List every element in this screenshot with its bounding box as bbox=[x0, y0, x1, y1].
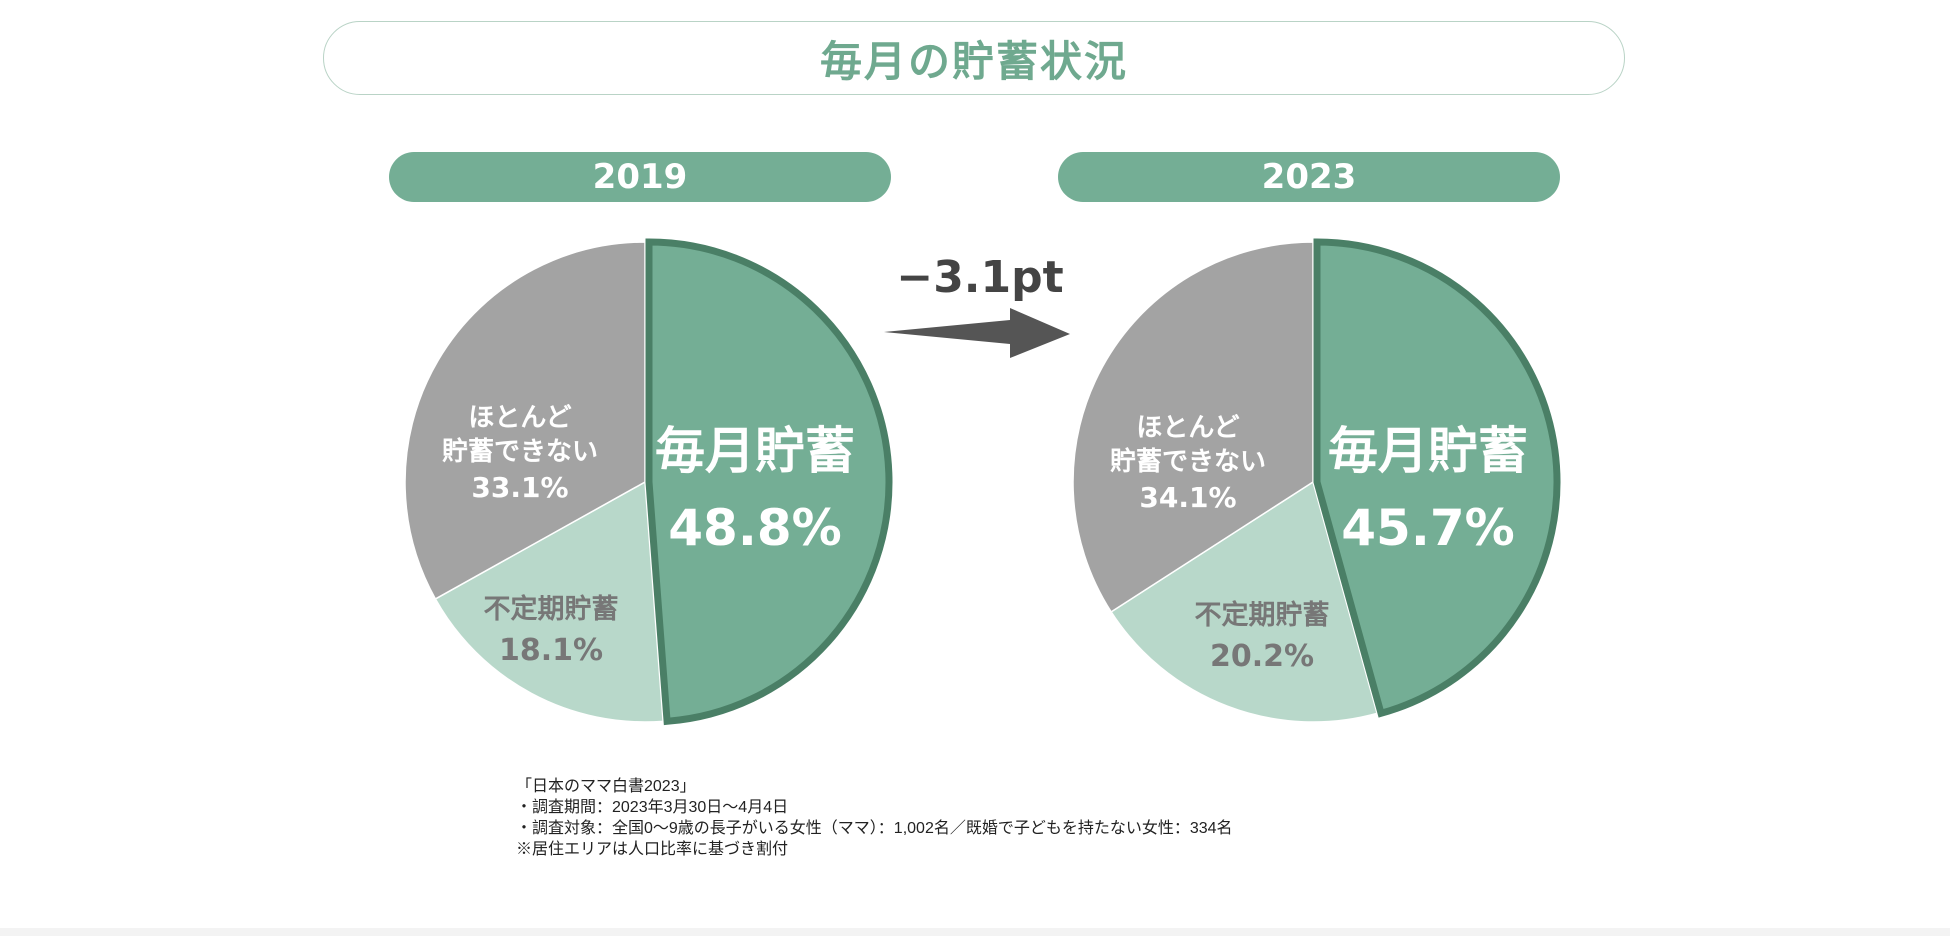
slice-label-rarely-line1: ほとんど bbox=[1136, 413, 1239, 443]
data-label-monthly: 48.8% bbox=[668, 499, 841, 557]
pie-slice-monthly-2019 bbox=[645, 238, 893, 726]
footnote-note: ※居住エリアは人口比率に基づき割付 bbox=[516, 841, 789, 858]
data-label-monthly: 45.7% bbox=[1341, 499, 1514, 557]
year-label-2019: 2019 bbox=[389, 152, 891, 202]
pie-slice-rarely-2019 bbox=[404, 241, 646, 600]
data-label-irregular: 20.2% bbox=[1210, 639, 1314, 674]
change-label: −3.1pt bbox=[896, 252, 1063, 303]
data-label-irregular: 18.1% bbox=[499, 633, 603, 668]
footnote-period: ・調査期間：2023年3月30日〜4月4日 bbox=[516, 799, 789, 816]
slice-label-irregular: 不定期貯蓄 bbox=[1195, 599, 1330, 631]
footnote-target: ・調査対象：全国0〜9歳の長子がいる女性（ママ）：1,002名／既婚で子どもを持… bbox=[516, 820, 1233, 837]
pie-slice-irregular-2023 bbox=[1110, 480, 1378, 723]
slice-label-irregular: 不定期貯蓄 bbox=[484, 593, 619, 625]
pie-slice-rarely-2023 bbox=[1072, 241, 1314, 613]
footnote-source: 「日本のママ白書2023」 bbox=[516, 778, 696, 795]
pie-slice-monthly-2023 bbox=[1313, 238, 1561, 718]
data-label-rarely: 34.1% bbox=[1139, 481, 1236, 514]
year-label-2023: 2023 bbox=[1058, 152, 1560, 202]
footnote: 「日本のママ白書2023」 ・調査期間：2023年3月30日〜4月4日 ・調査対… bbox=[516, 776, 1233, 860]
page-title: 毎月の貯蓄状況 bbox=[323, 21, 1625, 95]
data-label-rarely: 33.1% bbox=[471, 471, 568, 504]
slice-label-monthly: 毎月貯蓄 bbox=[1328, 422, 1528, 480]
slice-label-rarely-line2: 貯蓄できない bbox=[442, 436, 598, 467]
arrow-icon bbox=[884, 308, 1070, 358]
bottom-bar bbox=[0, 928, 1950, 936]
pie-slice-irregular-2019 bbox=[434, 480, 664, 723]
slice-label-rarely-line1: ほとんど bbox=[468, 403, 571, 433]
slice-label-rarely-line2: 貯蓄できない bbox=[1110, 446, 1266, 477]
slice-label-monthly: 毎月貯蓄 bbox=[655, 422, 855, 480]
